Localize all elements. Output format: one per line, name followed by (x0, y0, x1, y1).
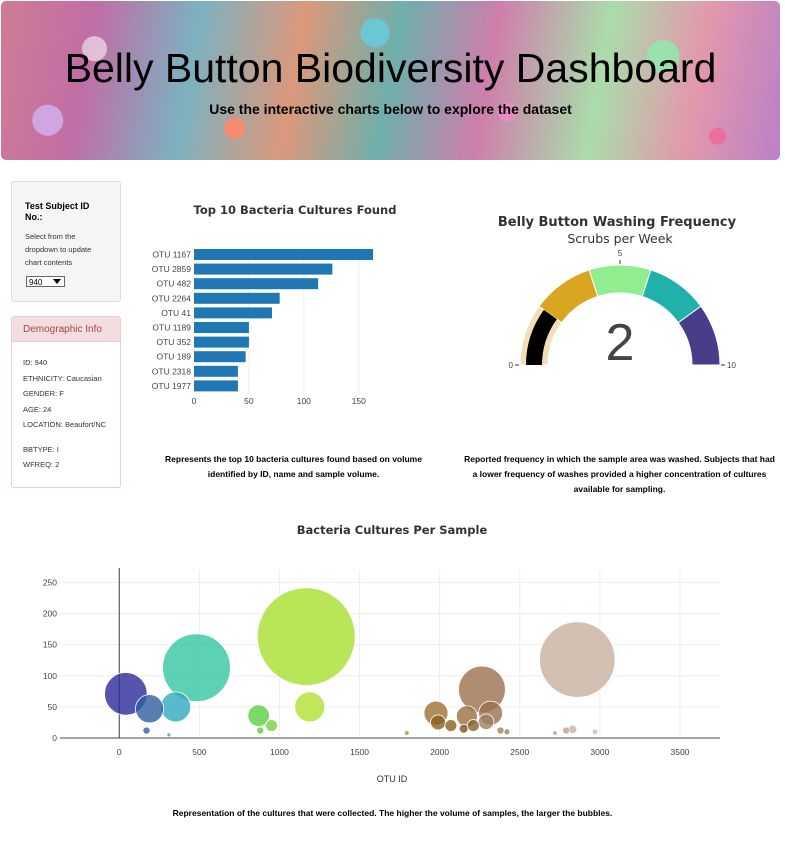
demographic-bbtype: BBTYPE: I (23, 445, 59, 454)
bar-x-tick-label: 150 (352, 396, 366, 406)
bubble-x-axis-label: OTU ID (377, 774, 408, 784)
bar (194, 307, 272, 319)
bubble (162, 633, 231, 702)
bar-x-tick-label: 50 (244, 396, 254, 406)
demographic-panel: Demographic Info ID: 940 ETHNICITY: Cauc… (11, 316, 121, 488)
bubble-y-tick-label: 0 (52, 733, 57, 743)
bar-y-tick-label: OTU 1189 (152, 323, 191, 333)
gauge-caption: Reported frequency in which the sample a… (464, 454, 775, 494)
bar-y-tick-label: OTU 1977 (152, 381, 191, 391)
bubble-y-tick-label: 250 (43, 577, 57, 587)
bubble (256, 726, 265, 735)
gauge-tick-label: 0 (509, 361, 514, 370)
bubble (477, 713, 495, 731)
demographic-gender: GENDER: F (23, 389, 64, 398)
bubble-x-tick-label: 500 (192, 747, 206, 757)
gauge-step (588, 264, 652, 298)
subject-id-label: Test Subject ID No.: (25, 201, 90, 222)
bubble-x-tick-label: 1500 (350, 747, 369, 757)
bar-y-tick-label: OTU 352 (157, 337, 192, 347)
bubble (444, 719, 458, 732)
bubble (552, 730, 558, 736)
demographic-wfreq: WFREQ: 2 (23, 460, 60, 469)
bubble (562, 726, 571, 735)
bubble-y-tick-label: 150 (43, 640, 57, 650)
bar (194, 249, 374, 260)
bubble (430, 714, 446, 731)
demographic-ethnicity: ETHNICITY: Caucasian (23, 374, 102, 383)
bubble-x-tick-label: 3500 (670, 747, 689, 757)
selector-panel: Test Subject ID No.: Select from the dro… (11, 181, 121, 302)
bar-chart-caption: Represents the top 10 bacteria cultures … (165, 454, 422, 479)
bubble (591, 728, 599, 736)
gauge-tick-label: 10 (727, 361, 736, 370)
bar (194, 351, 246, 363)
bubble (256, 587, 356, 686)
chevron-down-icon (53, 279, 61, 284)
bubble (294, 691, 326, 723)
bubble-x-tick-label: 2500 (510, 747, 529, 757)
demographic-id: ID: 940 (23, 358, 48, 367)
bubble (142, 726, 151, 735)
bubble-y-tick-label: 200 (43, 609, 57, 619)
bubble-chart-caption: Representation of the cultures that were… (172, 808, 613, 818)
page-subtitle: Use the interactive charts below to expl… (209, 101, 572, 117)
gauge-title: Belly Button Washing Frequency (498, 215, 737, 230)
bubble-x-tick-label: 2000 (430, 747, 449, 757)
bubble (496, 726, 505, 735)
bubble (265, 719, 278, 732)
bar (194, 292, 280, 304)
bar (194, 263, 333, 275)
bubble (404, 730, 410, 736)
bar-y-tick-label: OTU 1167 (152, 250, 191, 260)
bar-y-tick-label: OTU 2859 (152, 264, 191, 274)
dropdown-value: 940 (29, 278, 43, 287)
bar (194, 380, 238, 392)
gauge-subtitle: Scrubs per Week (567, 231, 673, 246)
bubble-x-tick-label: 0 (117, 747, 122, 757)
bar-y-tick-label: OTU 41 (161, 308, 191, 318)
bar-y-tick-label: OTU 2264 (152, 293, 191, 303)
bubble-y-tick-label: 100 (43, 671, 57, 681)
bar-x-tick-label: 100 (297, 396, 311, 406)
bubble-x-tick-label: 3000 (590, 747, 609, 757)
bar-x-tick-label: 0 (192, 396, 197, 406)
bar-y-tick-label: OTU 189 (157, 352, 192, 362)
bar-chart: Top 10 Bacteria Cultures Found 0 50 100 150… (152, 203, 397, 406)
selector-hint: Select from the dropdown to update chart… (25, 232, 92, 267)
bubble (160, 691, 192, 723)
subject-id-dropdown[interactable]: 940 (26, 276, 65, 287)
bubble (503, 728, 511, 736)
demographic-location: LOCATION: Beaufort/NC (23, 420, 107, 429)
demographic-age: AGE: 24 (23, 405, 52, 414)
page-title: Belly Button Biodiversity Dashboard (64, 45, 717, 91)
bubble-y-tick-label: 50 (48, 702, 58, 712)
gauge-value-text: 2 (606, 314, 635, 372)
bubble (539, 621, 616, 698)
bubble (166, 732, 172, 738)
bar-y-tick-label: OTU 2318 (152, 366, 191, 376)
gauge-chart: Belly Button Washing Frequency Scrubs pe… (498, 215, 737, 372)
bubble (135, 694, 165, 724)
bubble-chart-title: Bacteria Cultures Per Sample (297, 523, 488, 537)
bubble (466, 719, 480, 732)
bar (194, 336, 249, 348)
bar-chart-title: Top 10 Bacteria Cultures Found (194, 203, 397, 217)
bubble (247, 704, 270, 727)
gauge-value-bar (526, 309, 557, 365)
bar (194, 365, 238, 377)
demographic-title: Demographic Info (12, 317, 120, 342)
bubble (458, 723, 469, 734)
gauge-tick-label: 5 (618, 249, 623, 258)
bar (194, 322, 249, 333)
bar (194, 278, 319, 290)
bubble-chart: Bacteria Cultures Per Sample OTU ID 0 500… (43, 523, 720, 784)
bubble-x-tick-label: 1000 (270, 747, 289, 757)
gauge-step (677, 305, 721, 366)
bar-y-tick-label: OTU 482 (157, 279, 192, 289)
header-banner: Belly Button Biodiversity Dashboard Use … (1, 1, 780, 160)
